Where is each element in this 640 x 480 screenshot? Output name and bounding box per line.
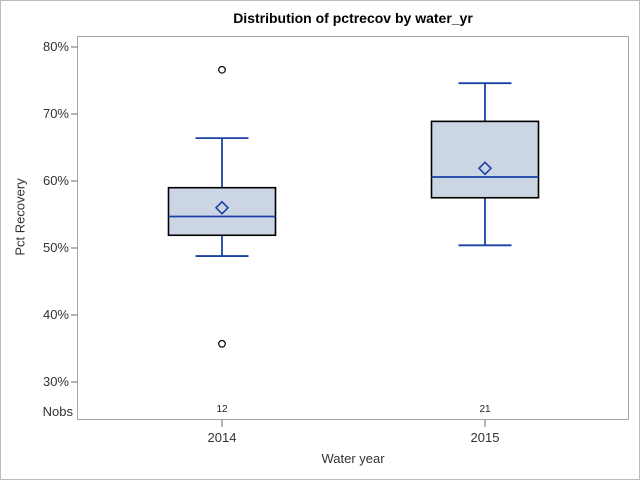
y-tick-label: 50% <box>42 240 69 255</box>
outlier-circle <box>218 339 226 348</box>
x-axis-title: Water year <box>321 451 385 466</box>
y-tick-label: 60% <box>42 173 69 188</box>
y-tick-label: 40% <box>42 307 69 322</box>
y-tick-label: 30% <box>42 374 69 389</box>
mean-diamond-marker <box>477 161 493 176</box>
x-category-label: 2015 <box>470 430 500 445</box>
chart-title: Distribution of pctrecov by water_yr <box>233 10 473 26</box>
y-tick-label: 70% <box>42 106 69 121</box>
nobs-row-label: Nobs <box>42 404 73 419</box>
mean-diamond-marker <box>214 200 230 215</box>
x-category-label: 2014 <box>207 430 237 445</box>
box-rect <box>167 186 277 237</box>
outlier-circle <box>218 65 226 74</box>
y-tick-label: 80% <box>42 39 69 54</box>
box-rect <box>430 120 540 199</box>
nobs-value: 21 <box>479 404 491 415</box>
nobs-value: 12 <box>216 404 228 415</box>
